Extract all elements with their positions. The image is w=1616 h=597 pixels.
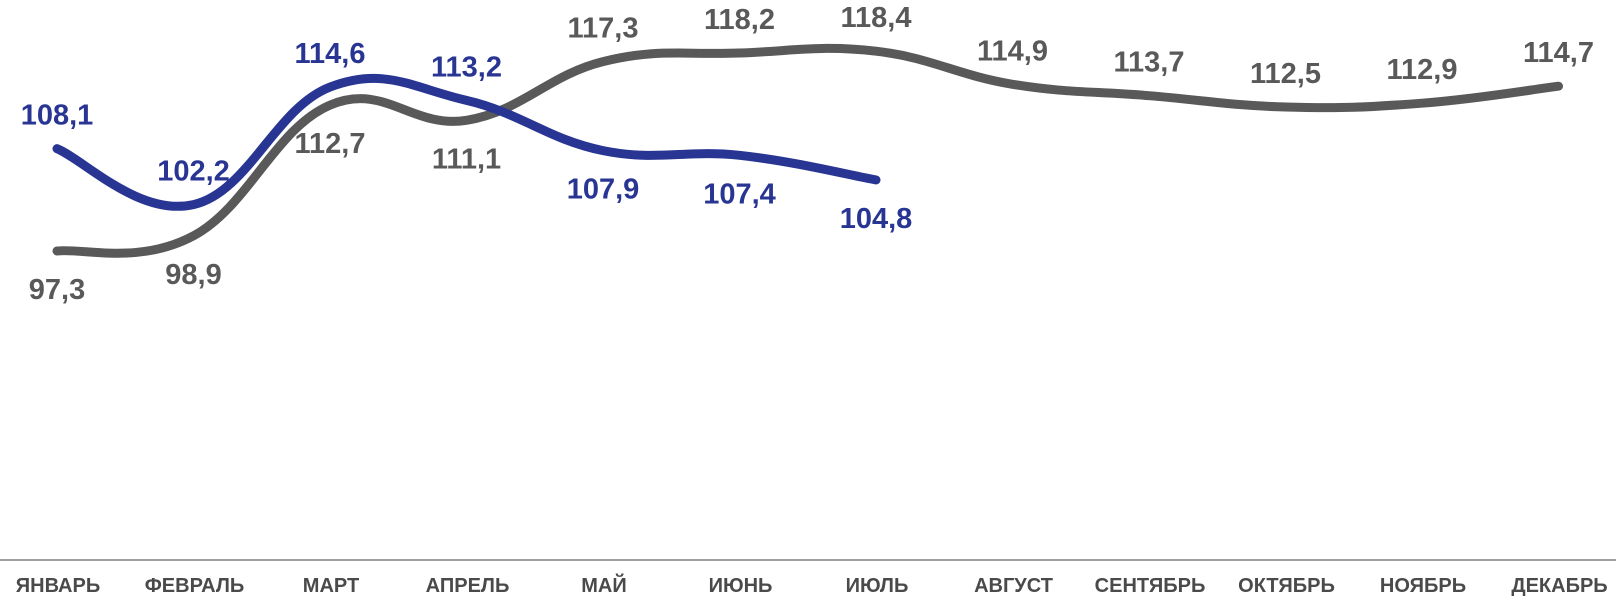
series-1-data-label: 118,2 [704,4,775,36]
x-tick-label: НОЯБРЬ [1380,575,1466,597]
x-tick-label: МАРТ [303,575,359,597]
series-1-data-label: 97,3 [29,274,85,306]
series-1-data-label: 98,9 [165,259,221,291]
x-tick-label: ЯНВАРЬ [16,575,100,597]
series-2-data-label: 104,8 [840,203,913,235]
series-1-data-label: 114,7 [1523,37,1594,69]
series-2-data-label: 114,6 [295,38,366,70]
series-1-data-label: 117,3 [568,13,639,45]
series-2-data-label: 113,2 [431,51,502,83]
data-label-layer: 97,3 98,9 112,7 111,1 117,3 118,2 118,4 114,9 11… [21,2,1594,306]
series-2-data-label: 107,4 [703,178,776,210]
x-tick-label: ИЮНЬ [709,575,773,597]
series-1-data-label: 111,1 [432,143,501,175]
series-1-data-label: 114,9 [977,35,1048,67]
series-1-data-label: 113,7 [1114,47,1185,79]
x-tick-label: МАЙ [581,573,626,597]
series-1-data-label: 112,7 [295,128,366,160]
series-1-data-label: 112,5 [1250,58,1321,90]
series-1-line [52,43,1563,258]
series-1-data-label: 112,9 [1387,54,1458,86]
x-tick-label: АПРЕЛЬ [426,575,510,597]
series-2-data-label: 102,2 [157,156,230,188]
x-tick-label: ФЕВРАЛЬ [145,575,245,597]
x-tick-label: ДЕКАБРЬ [1511,575,1607,597]
series-layer [52,43,1563,258]
x-tick-layer: ЯНВАРЬ ФЕВРАЛЬ МАРТ АПРЕЛЬ МАЙ ИЮНЬ ИЮЛЬ АВГУСТ… [16,573,1608,597]
x-tick-label: ОКТЯБРЬ [1238,575,1335,597]
x-tick-label: АВГУСТ [974,575,1053,597]
series-2-data-label: 107,9 [567,174,640,206]
series-2-data-label: 108,1 [21,100,94,132]
x-tick-label: ИЮЛЬ [846,575,909,597]
series-1-data-label: 118,4 [841,2,912,34]
x-tick-label: СЕНТЯБРЬ [1095,575,1206,597]
